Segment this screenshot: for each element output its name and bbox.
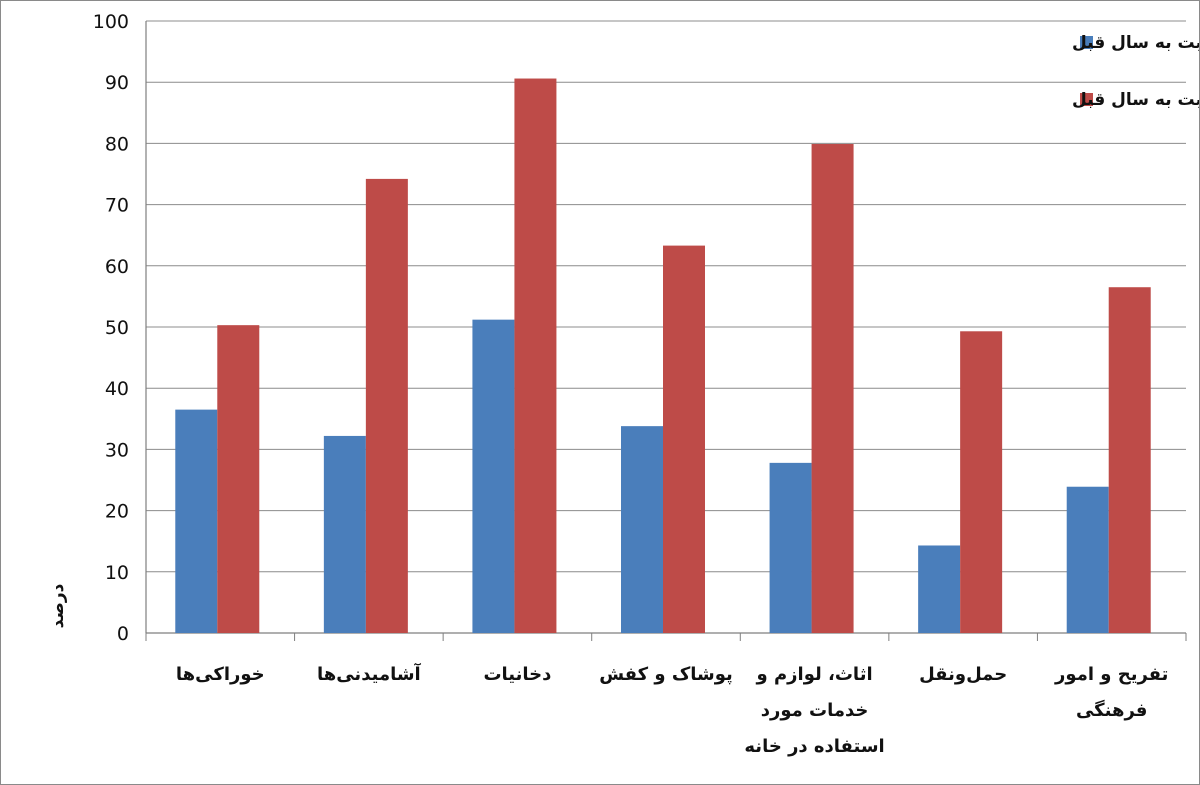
y-tick-label: 90 <box>105 72 129 94</box>
bar-series-1 <box>175 409 218 633</box>
bar-series-2 <box>1108 287 1151 633</box>
category-label: حمل‌ونقل <box>919 664 1007 685</box>
y-tick-label: 0 <box>117 623 129 645</box>
category-label: خوراکی‌ها <box>176 664 265 685</box>
legend-label-1: افزایش قیمت در اردیبهشت ۹۲ نسبت به سال ق… <box>1072 33 1200 53</box>
bar-series-1 <box>1066 486 1109 633</box>
y-tick-label: 70 <box>105 195 129 217</box>
bar-series-1 <box>621 426 663 633</box>
bar-series-1 <box>323 435 366 633</box>
y-tick-label: 30 <box>105 439 129 461</box>
category-label: استفاده در خانه <box>744 736 884 757</box>
y-axis-title: درصد <box>48 583 68 628</box>
y-tick-label: 10 <box>105 562 129 584</box>
y-tick-label: 40 <box>105 378 129 400</box>
bar-series-2 <box>514 78 557 633</box>
bar-series-1 <box>769 462 812 633</box>
category-label: فرهنگی <box>1076 699 1148 721</box>
legend-swatch-2 <box>1080 93 1093 106</box>
category-label: آشامیدنی‌ها <box>317 662 422 685</box>
bar-series-2 <box>365 178 408 633</box>
legend-label-2: افزایش قیمت در اردیبهشت ۹۱ نسبت به سال ق… <box>1072 90 1200 110</box>
y-tick-label: 80 <box>105 133 129 155</box>
bar-series-1 <box>472 319 515 633</box>
bar-series-2 <box>217 325 260 633</box>
bar-series-2 <box>811 144 854 633</box>
category-label: خدمات مورد <box>761 700 869 721</box>
category-label: تفریح و امور <box>1054 664 1168 685</box>
y-tick-label: 50 <box>105 317 129 339</box>
category-label: اثاث، لوازم و <box>756 664 873 685</box>
bar-series-1 <box>918 545 961 633</box>
y-tick-label: 100 <box>93 11 129 33</box>
legend-swatch-1 <box>1080 36 1093 49</box>
bar-series-2 <box>663 245 705 633</box>
y-tick-label: 60 <box>105 256 129 278</box>
y-tick-label: 20 <box>105 501 129 523</box>
bar-series-2 <box>960 331 1003 633</box>
category-label: دخانیات <box>483 664 551 685</box>
category-label: پوشاک و کفش <box>599 664 733 685</box>
